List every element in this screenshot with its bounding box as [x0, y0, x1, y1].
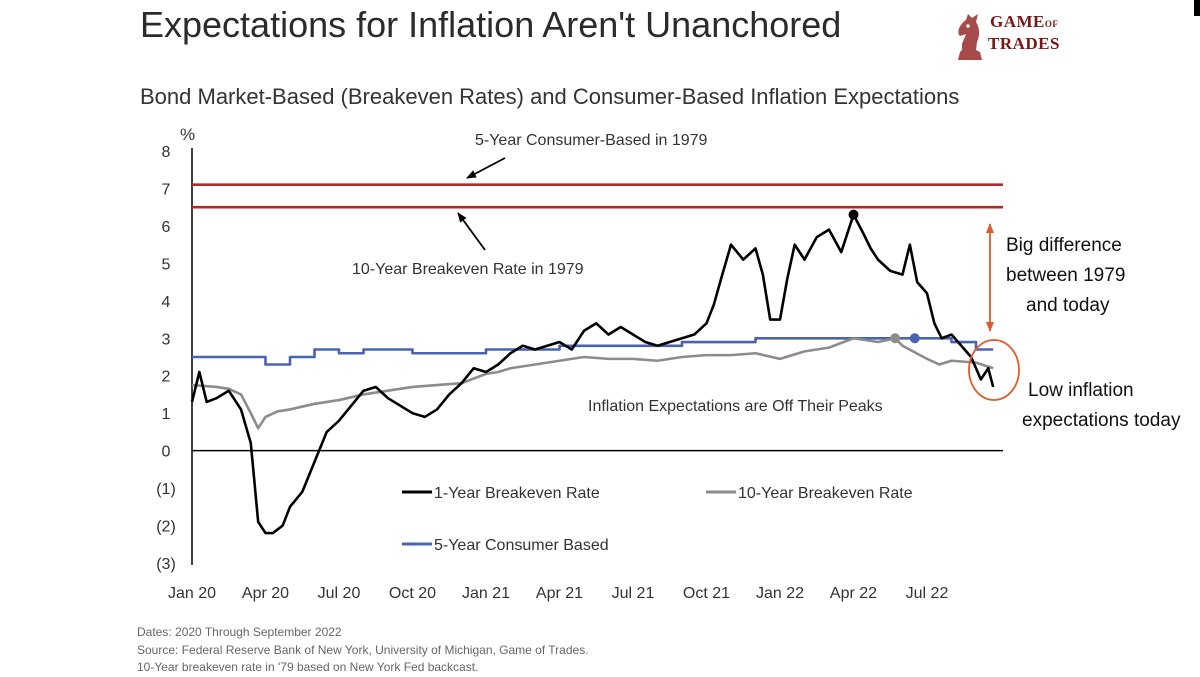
- y-tick-label: 5: [162, 256, 171, 273]
- corner-marker: [1194, 0, 1200, 16]
- annotation-off-peaks: Inflation Expectations are Off Their Pea…: [588, 398, 883, 415]
- x-tick-label: Apr 20: [242, 585, 289, 602]
- x-tick-label: Jan 20: [168, 585, 216, 602]
- x-tick-label: Oct 20: [389, 585, 436, 602]
- game-of-trades-logo: GAMEOF TRADES: [950, 6, 1066, 66]
- peak-marker-one-year: [848, 209, 859, 220]
- legend: 1-Year Breakeven Rate 10-Year Breakeven …: [402, 485, 913, 554]
- chart-footer: Dates: 2020 Through September 2022 Sourc…: [137, 624, 589, 677]
- x-tick-label: Apr 21: [536, 585, 583, 602]
- data-series: [190, 213, 995, 535]
- y-axis-unit: %: [180, 125, 195, 144]
- y-tick-label: 0: [162, 444, 171, 461]
- arrow-consumer-1979: [466, 157, 506, 179]
- footer-note: 10-Year breakeven rate in '79 based on N…: [137, 660, 479, 674]
- y-tick-label: (1): [156, 481, 176, 498]
- legend-label-consumer: 5-Year Consumer Based: [434, 537, 609, 554]
- legend-label-ten-year: 10-Year Breakeven Rate: [738, 485, 913, 502]
- chess-knight-icon: [958, 14, 982, 60]
- y-tick-label: 2: [162, 369, 171, 386]
- x-tick-label: Apr 22: [830, 585, 877, 602]
- arrow-breakeven-1979: [457, 212, 486, 251]
- logo-text-trades: TRADES: [988, 34, 1060, 53]
- footer-dates: Dates: 2020 Through September 2022: [137, 625, 342, 639]
- legend-label-one-year: 1-Year Breakeven Rate: [434, 485, 600, 502]
- low-inflation-circle: [968, 339, 1020, 401]
- annotation-difference-1: Big difference: [1006, 235, 1122, 256]
- x-tick-label: Jul 21: [612, 585, 655, 602]
- x-tick-label: Jul 22: [906, 585, 949, 602]
- annotation-breakeven-1979: 10-Year Breakeven Rate in 1979: [352, 261, 584, 278]
- series-line-ten-year: [191, 336, 994, 430]
- annotation-consumer-1979: 5-Year Consumer-Based in 1979: [475, 132, 708, 149]
- peak-marker-ten-year: [890, 333, 901, 344]
- y-tick-label: (2): [156, 519, 176, 536]
- y-tick-label: 6: [162, 219, 171, 236]
- chart-subtitle: Bond Market-Based (Breakeven Rates) and …: [140, 84, 960, 109]
- y-tick-label: 8: [162, 144, 171, 161]
- series-line-consumer: [192, 336, 994, 366]
- annotation-low-2: expectations today: [1022, 410, 1181, 431]
- y-axis-ticks: 8 7 6 5 4 3 2 1 0 (1) (2) (3): [156, 144, 176, 573]
- x-axis-ticks: Jan 20 Apr 20 Jul 20 Oct 20 Jan 21 Apr 21 Jul …: [168, 585, 948, 602]
- y-tick-label: 7: [162, 181, 171, 198]
- peak-marker-consumer: [909, 333, 920, 344]
- y-tick-label: 1: [162, 406, 171, 423]
- footer-source: Source: Federal Reserve Bank of New York…: [137, 642, 589, 657]
- x-tick-label: Jul 20: [318, 585, 361, 602]
- logo-text-game: GAMEOF: [990, 12, 1059, 31]
- x-tick-label: Jan 22: [756, 585, 804, 602]
- page-title: Expectations for Inflation Aren't Unanch…: [140, 4, 842, 45]
- peak-markers: [848, 209, 920, 344]
- y-tick-label: 4: [162, 294, 171, 311]
- annotation-difference-2: between 1979: [1006, 265, 1125, 286]
- y-tick-label: 3: [162, 331, 171, 348]
- annotation-low-1: Low inflation: [1028, 380, 1134, 401]
- y-tick-label: (3): [156, 556, 176, 573]
- x-tick-label: Jan 21: [462, 585, 510, 602]
- x-tick-label: Oct 21: [683, 585, 730, 602]
- reference-lines: [192, 183, 1003, 209]
- annotation-difference-3: and today: [1026, 295, 1110, 316]
- series-line-one-year: [190, 213, 995, 535]
